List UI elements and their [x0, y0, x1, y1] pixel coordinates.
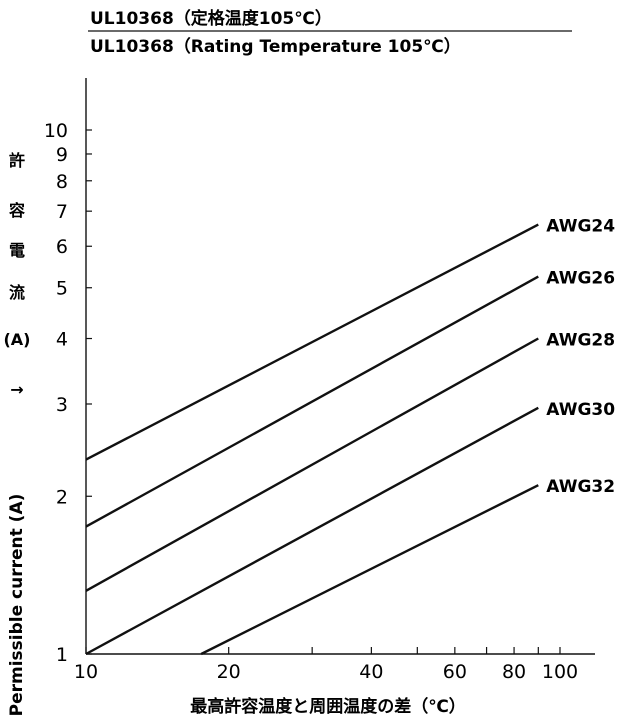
axes	[85, 78, 595, 655]
y-tick-label: 5	[56, 278, 68, 300]
x-tick-label: 10	[74, 661, 98, 683]
y-axis-label-en: Permissible current (A)	[7, 494, 27, 717]
y-tick-label: 3	[56, 394, 68, 416]
x-axis-label: 最高許容温度と周囲温度の差（℃）	[190, 696, 466, 717]
y-tick-label: 8	[56, 171, 68, 193]
y-axis-label-char: 容	[8, 201, 25, 220]
y-tick-label: 7	[56, 201, 68, 223]
series-line-awg24	[85, 223, 539, 461]
x-tick-label: 60	[443, 661, 467, 683]
series-label-awg26: AWG26	[546, 269, 615, 289]
series-line-awg32	[200, 484, 539, 656]
y-tick-label: 9	[56, 144, 68, 166]
y-axis-label-char: (A)	[3, 330, 30, 349]
y-tick-label: 2	[56, 486, 68, 508]
x-tick-label: 100	[542, 661, 578, 683]
y-axis-label-char: 流	[9, 283, 25, 302]
y-axis-label-char: 許	[9, 151, 25, 170]
series-line-awg30	[85, 406, 539, 656]
series-group: AWG24 AWG26 AWG28 AWG30 AWG32	[85, 217, 615, 656]
y-tick-label: 1	[56, 644, 68, 666]
chart-subtitle: UL10368（Rating Temperature 105℃）	[90, 36, 461, 57]
series-line-awg28	[85, 337, 539, 592]
y-axis-label-char: 電	[9, 241, 25, 260]
y-axis-label-char: →	[10, 380, 23, 399]
y-tick-label: 4	[56, 329, 68, 351]
x-tick-label: 80	[502, 661, 526, 683]
y-tick-label: 6	[56, 236, 68, 258]
series-label-awg32: AWG32	[546, 477, 615, 497]
chart-title: UL10368（定格温度105℃）	[90, 8, 332, 29]
series-label-awg24: AWG24	[546, 217, 615, 237]
x-tick-label: 40	[359, 661, 383, 683]
y-ticks: 1 2 3 4 5 6 7 8 910	[44, 120, 92, 666]
x-tick-label: 20	[217, 661, 241, 683]
series-label-awg28: AWG28	[546, 331, 615, 351]
series-label-awg30: AWG30	[546, 400, 615, 420]
y-tick-label: 10	[44, 120, 68, 142]
x-ticks: 10 20 40 60 80 100	[74, 647, 578, 683]
series-line-awg26	[85, 275, 539, 528]
